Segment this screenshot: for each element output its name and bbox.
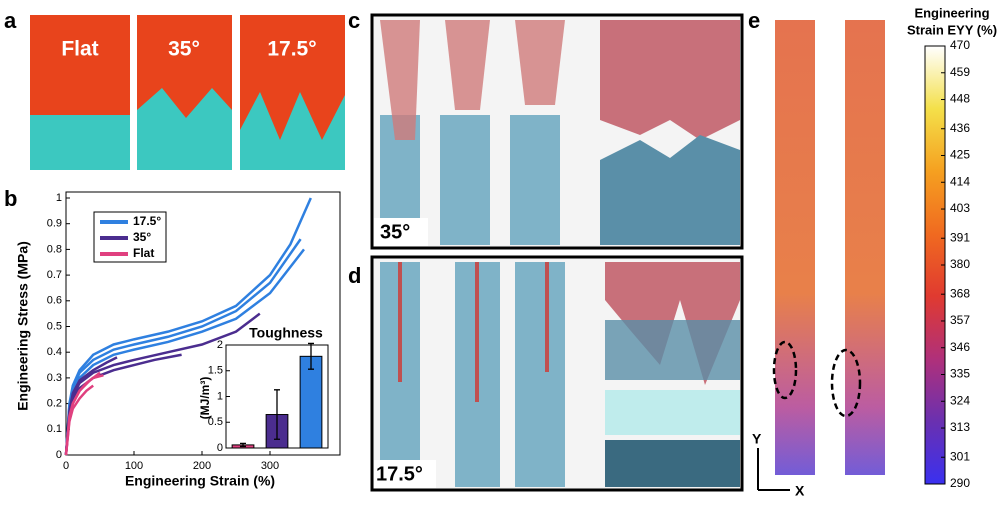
colorbar-tick-label: 448 <box>950 92 970 106</box>
axis-label: Y <box>752 431 762 447</box>
inset-y-tick-label: 0 <box>217 442 223 454</box>
panel-label: c <box>348 8 360 33</box>
colorbar-tick-label: 403 <box>950 201 970 215</box>
x-tick-label: 300 <box>261 460 279 472</box>
colorbar-tick-label: 290 <box>950 476 970 490</box>
y-tick-label: 0.9 <box>47 218 62 230</box>
inset-title: Toughness <box>249 325 323 341</box>
inset-y-tick-label: 2 <box>217 339 223 351</box>
x-axis-label: Engineering Strain (%) <box>125 473 275 489</box>
inset-bar <box>299 355 323 449</box>
colorbar-tick-label: 357 <box>950 313 970 327</box>
colorbar-tick-label: 368 <box>950 286 970 300</box>
legend-box <box>93 211 167 263</box>
inset-y-tick-label: 1.5 <box>208 365 223 377</box>
label-bg <box>374 218 428 246</box>
legend-label: 35° <box>133 230 151 244</box>
y-tick-label: 0.5 <box>47 320 62 332</box>
colorbar-tick-label: 335 <box>950 367 970 381</box>
colorbar-title: Engineering <box>914 5 989 20</box>
x-tick-label: 100 <box>125 460 143 472</box>
inset-y-label: (MJ/m³) <box>198 377 212 420</box>
colorbar-tick-label: 380 <box>950 257 970 271</box>
error-bar <box>240 442 246 448</box>
x-tick-label: 200 <box>193 460 211 472</box>
axis-label: X <box>795 483 805 499</box>
photo-label: 35° <box>168 38 200 61</box>
panel-label: d <box>348 263 361 288</box>
colorbar-tick-label: 436 <box>950 121 970 135</box>
y-tick-label: 0.2 <box>47 398 62 410</box>
panel-e-strips <box>757 20 885 491</box>
y-tick-label: 0.6 <box>47 295 62 307</box>
x-tick-label: 0 <box>63 460 69 472</box>
panel-label: e <box>748 8 760 33</box>
photo-label: Flat <box>61 38 98 61</box>
label-bg <box>374 460 436 488</box>
y-tick-label: 0.4 <box>47 346 62 358</box>
colorbar-tick-label: 391 <box>950 230 970 244</box>
colorbar-tick-label: 346 <box>950 340 970 354</box>
colorbar-tick-label: 313 <box>950 420 970 434</box>
colorbar-tick-label: 301 <box>950 449 970 463</box>
inset-y-tick-label: 1 <box>217 390 223 402</box>
inset-y-tick-label: 0.5 <box>208 416 223 428</box>
panel-c-images <box>370 13 744 250</box>
colorbar-tick-label: 470 <box>950 38 970 52</box>
panel-d-images <box>370 255 744 492</box>
photo-label: 17.5° <box>267 38 316 61</box>
plot-frame <box>65 191 341 456</box>
legend-label: Flat <box>133 246 154 260</box>
colorbar-tick-label: 414 <box>950 174 970 188</box>
y-tick-label: 0.1 <box>47 423 62 435</box>
panel-label: b <box>4 186 17 211</box>
error-bar <box>308 342 314 370</box>
y-tick-label: 0.7 <box>47 269 62 281</box>
panel-a-photos <box>30 15 345 170</box>
y-tick-label: 1 <box>56 192 62 204</box>
colorbar-tick-label: 459 <box>950 65 970 79</box>
colorbar-tick-label: 425 <box>950 148 970 162</box>
panel-label: a <box>4 8 17 33</box>
error-bar <box>274 389 280 440</box>
stress-strain-curve <box>64 371 101 456</box>
colorbar-title: Strain EYY (%) <box>907 22 997 37</box>
image-label: 17.5° <box>376 463 423 485</box>
y-axis-label: Engineering Stress (MPa) <box>15 241 31 411</box>
y-tick-label: 0 <box>56 449 62 461</box>
y-tick-label: 0.3 <box>47 372 62 384</box>
y-tick-label: 0.8 <box>47 243 62 255</box>
legend-label: 17.5° <box>133 214 161 228</box>
stress-strain-curve <box>64 356 118 456</box>
image-label: 35° <box>380 221 410 243</box>
colorbar-tick-label: 324 <box>950 393 970 407</box>
